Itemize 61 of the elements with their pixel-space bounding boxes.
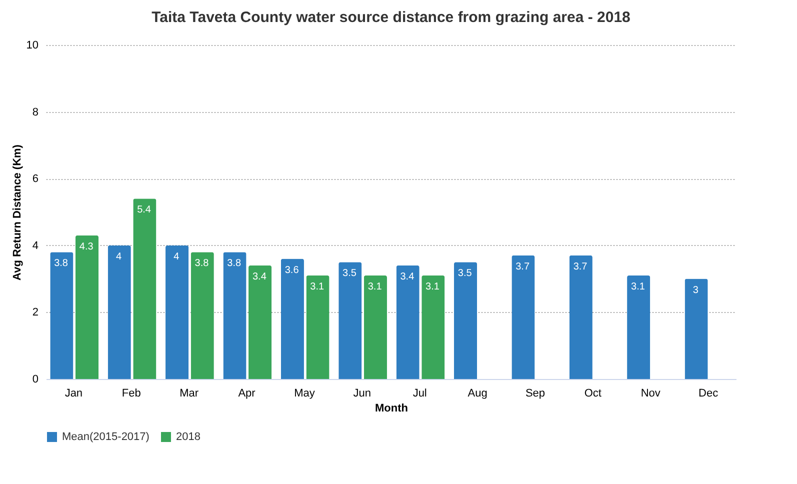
x-tick-label: Dec xyxy=(698,388,719,400)
bar xyxy=(166,245,189,379)
legend-label: Mean(2015-2017) xyxy=(62,431,150,443)
y-tick-label: 0 xyxy=(32,374,38,386)
x-axis-title: Month xyxy=(375,402,408,414)
bar xyxy=(133,198,156,379)
data-label: 5.4 xyxy=(137,204,152,216)
bar xyxy=(422,275,445,379)
x-tick-label: Apr xyxy=(238,388,256,400)
data-label: 3.1 xyxy=(310,281,325,292)
data-label: 4 xyxy=(174,251,180,262)
data-label: 3.5 xyxy=(458,268,472,280)
x-tick-label: Nov xyxy=(640,388,661,400)
x-tick-label: Aug xyxy=(468,388,488,400)
bar xyxy=(338,262,362,379)
bar xyxy=(50,252,74,379)
data-label: 3.1 xyxy=(368,281,382,292)
y-tick-label: 6 xyxy=(32,173,38,186)
bar xyxy=(280,258,304,379)
bar xyxy=(627,275,650,379)
data-label: 3.8 xyxy=(194,258,210,270)
data-label: 3.4 xyxy=(252,271,267,282)
bar xyxy=(454,262,478,379)
data-label: 3.7 xyxy=(573,261,588,272)
bar xyxy=(306,275,330,379)
x-tick-label: May xyxy=(294,388,316,400)
x-tick-label: Jun xyxy=(353,388,372,400)
bar xyxy=(223,252,246,379)
bar xyxy=(108,245,131,379)
bar xyxy=(190,252,214,379)
data-label: 4 xyxy=(116,251,122,262)
legend-label: 2018 xyxy=(176,431,200,443)
bar xyxy=(396,265,420,379)
data-label: 4.3 xyxy=(79,241,94,252)
data-label: 3.8 xyxy=(227,258,242,270)
x-tick-label: Jul xyxy=(412,388,427,400)
x-tick-label: Oct xyxy=(584,388,602,400)
data-label: 3.4 xyxy=(400,271,415,282)
bar xyxy=(569,255,592,379)
x-tick-label: Sep xyxy=(525,388,546,400)
bar xyxy=(75,235,99,379)
y-tick-label: 8 xyxy=(32,106,38,118)
x-tick-label: Jan xyxy=(64,388,83,400)
y-tick-label: 4 xyxy=(32,240,38,252)
data-label: 3 xyxy=(692,284,699,296)
chart-title: Taita Taveta County water source distance from grazing area - 2018 xyxy=(152,9,630,26)
bar xyxy=(248,265,272,379)
bar xyxy=(684,278,708,379)
y-axis-title: Avg Return Distance (Km) xyxy=(11,144,24,280)
data-label: 3.7 xyxy=(516,261,530,272)
data-label: 3.1 xyxy=(631,281,646,292)
data-label: 3.1 xyxy=(426,281,440,292)
data-label: 3.6 xyxy=(284,264,300,276)
x-tick-label: Mar xyxy=(180,388,199,400)
bar xyxy=(512,255,535,379)
data-label: 3.8 xyxy=(54,258,68,270)
x-tick-label: Feb xyxy=(122,388,141,400)
data-label: 3.5 xyxy=(342,268,357,280)
bar xyxy=(364,275,387,379)
y-tick-label: 2 xyxy=(32,306,38,319)
y-tick-label: 10 xyxy=(26,40,38,52)
